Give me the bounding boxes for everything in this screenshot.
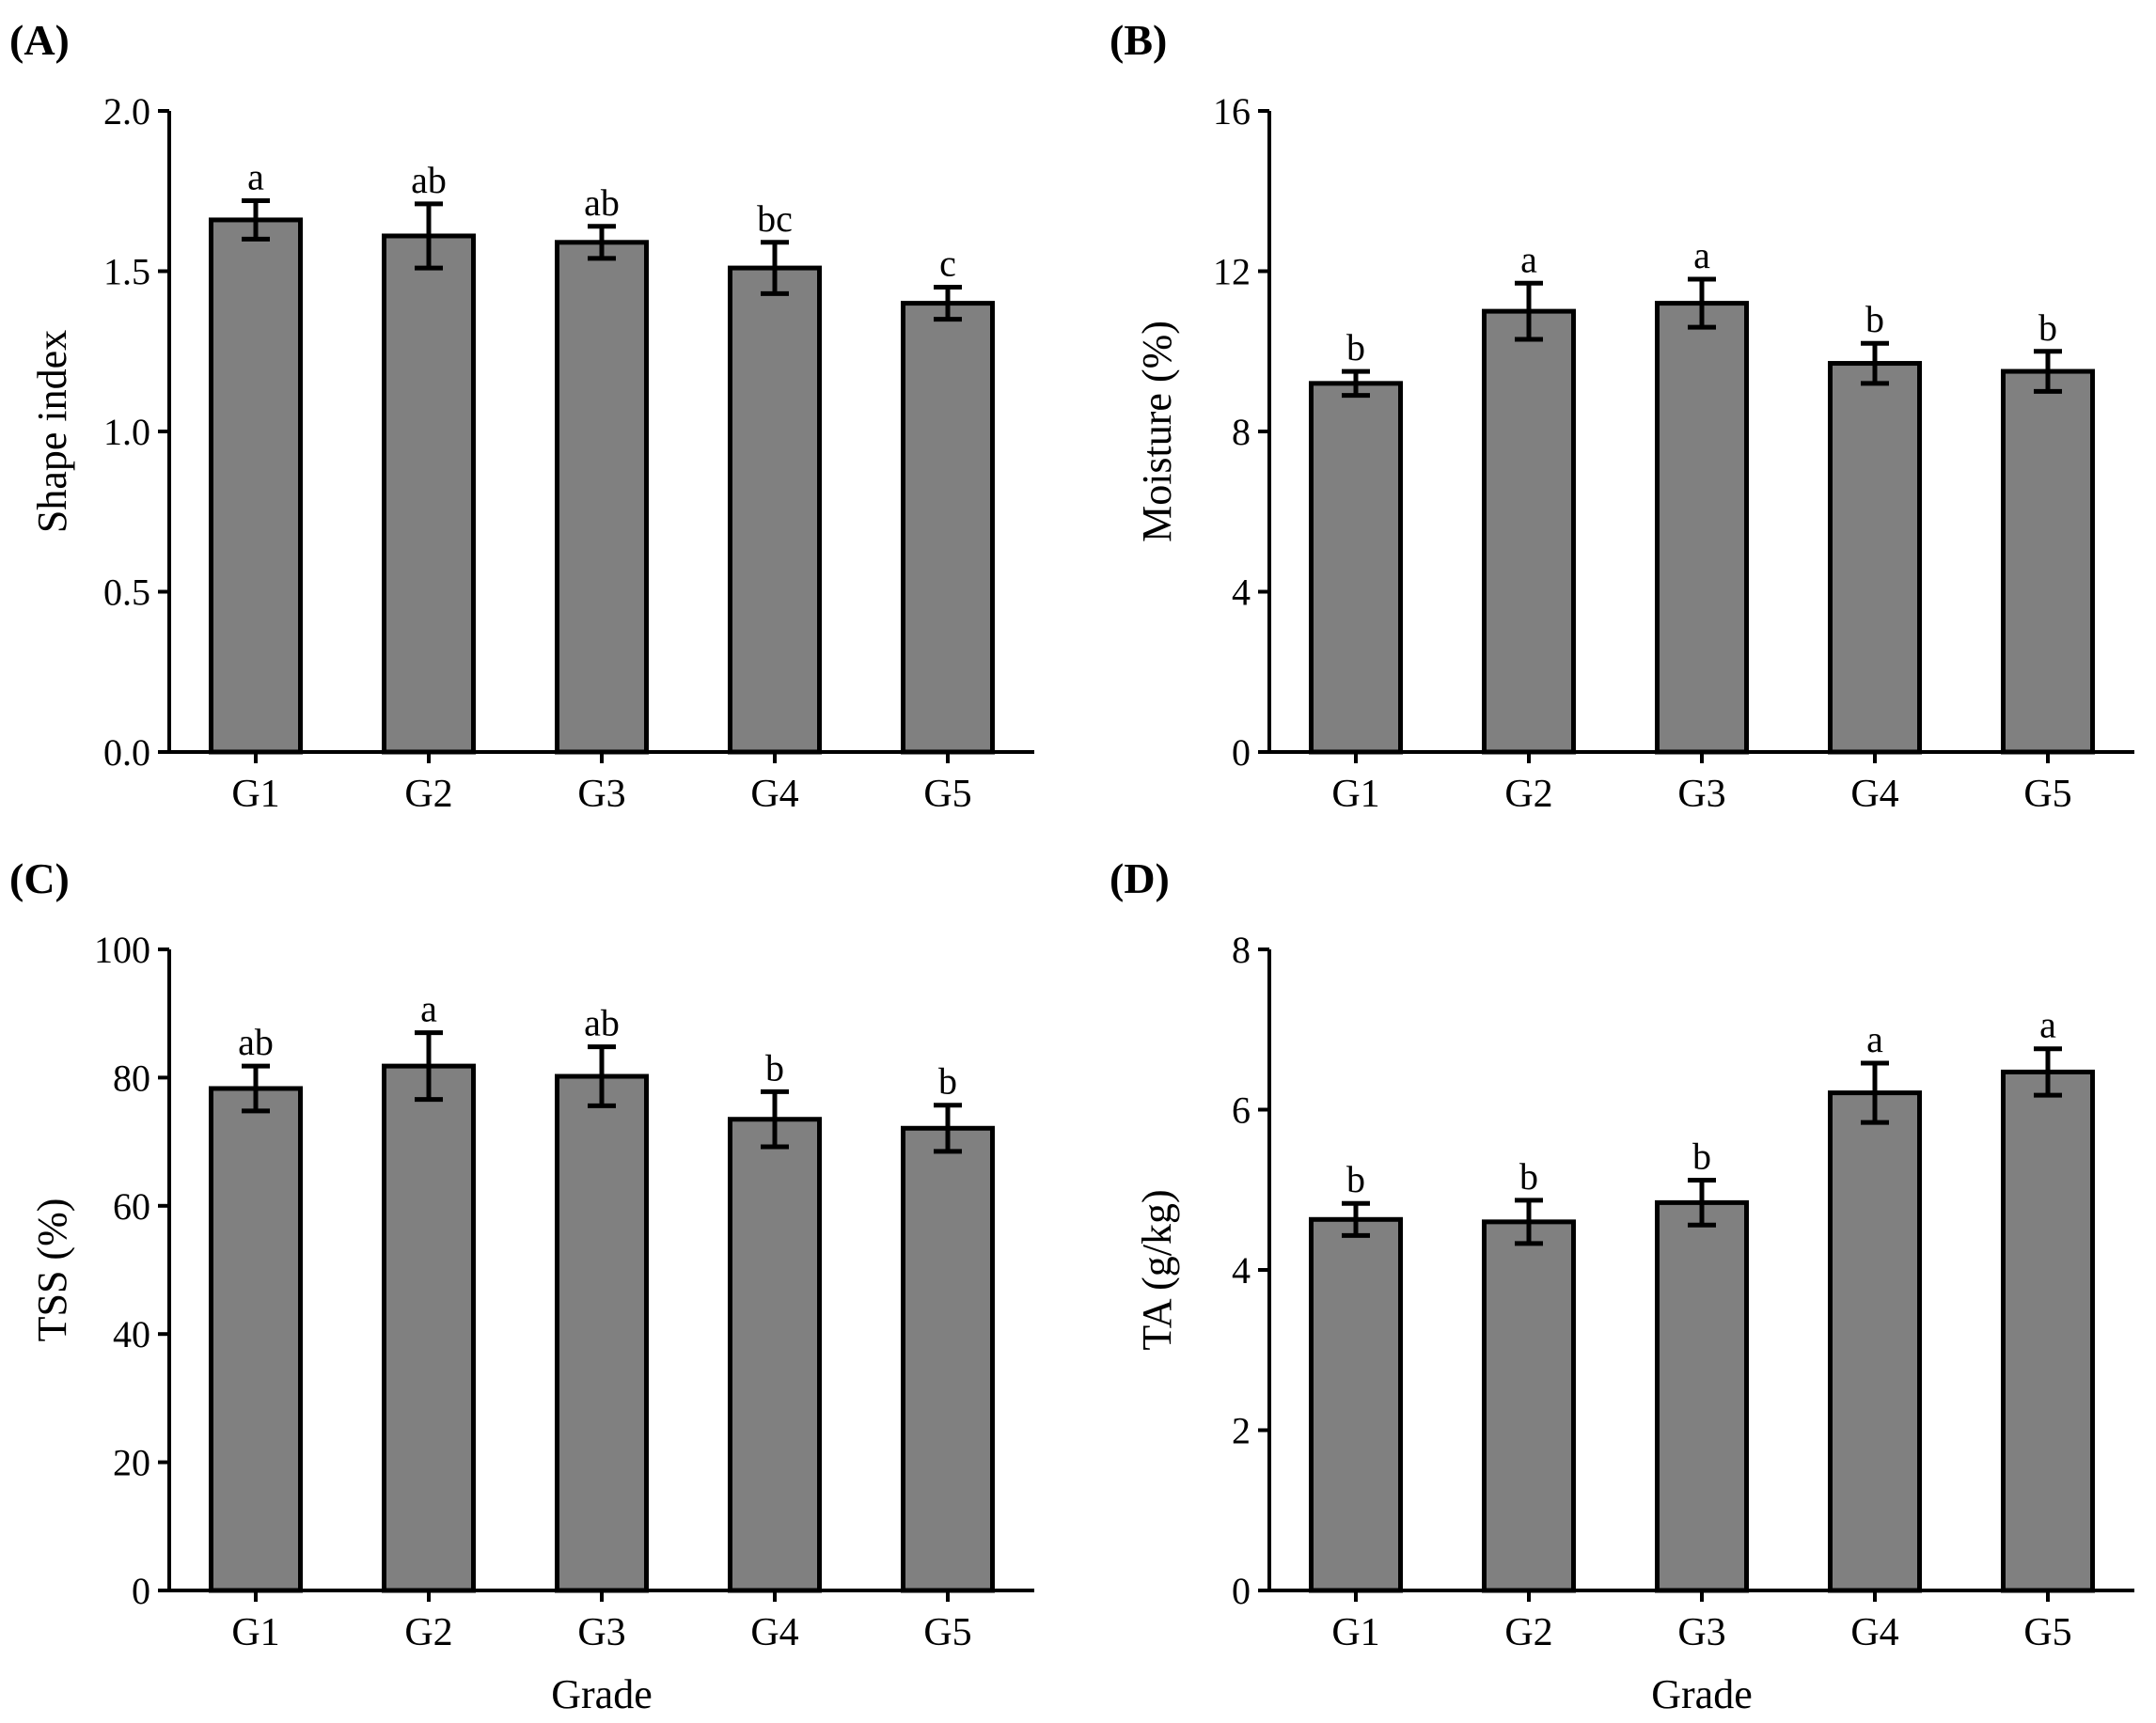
bar-g3: [1655, 1199, 1749, 1593]
bar-g4: [1828, 361, 1922, 755]
chart-panel-b: (B) b G1 a G2 a G3 b G4 b G5 0 4 8 12 16 Moisture (%): [1109, 16, 2134, 816]
y-tick-label: 1.0: [103, 411, 150, 453]
x-tick-label: G4: [1850, 1611, 1898, 1654]
x-tick-label: G1: [1331, 773, 1379, 816]
bar-g5: [901, 1125, 995, 1593]
significance-label: a: [247, 155, 264, 197]
y-tick-label: 4: [1232, 572, 1251, 614]
bar-g1: [209, 1086, 303, 1593]
significance-label: b: [2038, 306, 2057, 349]
y-tick-label: 0.5: [103, 572, 150, 614]
significance-label: ab: [238, 1021, 274, 1063]
y-tick-label: 8: [1232, 929, 1251, 971]
panel-label: (C): [9, 854, 70, 902]
x-axis-title: Grade: [1651, 1671, 1753, 1717]
y-tick-label: 0: [1232, 1570, 1251, 1612]
y-tick-label: 0: [1232, 731, 1251, 774]
bar-g3: [555, 240, 649, 755]
x-tick-label: G3: [577, 1611, 625, 1654]
y-tick-label: 60: [113, 1185, 150, 1228]
significance-label: b: [1692, 1136, 1711, 1178]
y-tick-label: 2.0: [103, 90, 150, 133]
significance-label: a: [1520, 238, 1537, 280]
significance-label: a: [1693, 234, 1710, 276]
bar-g1: [209, 217, 303, 755]
x-tick-label: G5: [923, 773, 971, 816]
x-tick-label: G2: [404, 773, 452, 816]
x-tick-label: G5: [923, 1611, 971, 1654]
bar-g5: [901, 301, 995, 755]
significance-label: b: [765, 1046, 784, 1089]
significance-label: ab: [411, 159, 447, 201]
significance-label: a: [420, 988, 437, 1030]
y-tick-label: 100: [94, 929, 150, 971]
y-tick-label: 16: [1213, 90, 1251, 133]
x-tick-label: G1: [1331, 1611, 1379, 1654]
bar-g1: [1309, 381, 1403, 755]
y-tick-label: 40: [113, 1313, 150, 1355]
significance-label: ab: [584, 181, 620, 224]
chart-panel-a: (A) a G1 ab G2 ab G3 bc G4 c G5 0.0 0.5 1.0 1.5 2.0 Shap…: [9, 16, 1034, 816]
x-tick-label: G1: [231, 773, 279, 816]
significance-label: a: [1866, 1018, 1883, 1060]
bar-g4: [1828, 1090, 1922, 1593]
significance-label: ab: [584, 1002, 620, 1044]
x-tick-label: G3: [577, 773, 625, 816]
y-tick-label: 1.5: [103, 251, 150, 293]
bar-g1: [1309, 1216, 1403, 1593]
significance-label: bc: [757, 197, 793, 240]
significance-label: b: [1865, 298, 1884, 340]
y-tick-label: 0: [132, 1570, 150, 1612]
significance-label: a: [2039, 1004, 2056, 1046]
panel-label: (D): [1109, 854, 1170, 902]
x-tick-label: G2: [404, 1611, 452, 1654]
x-axis-title: Grade: [551, 1671, 653, 1717]
y-tick-label: 2: [1232, 1410, 1251, 1452]
x-tick-label: G5: [2023, 1611, 2071, 1654]
y-tick-label: 8: [1232, 411, 1251, 453]
y-axis-title: TA (g/kg): [1134, 1189, 1180, 1350]
significance-label: c: [939, 243, 956, 285]
y-tick-label: 12: [1213, 251, 1251, 293]
x-tick-label: G2: [1504, 1611, 1552, 1654]
significance-label: b: [1519, 1155, 1538, 1198]
y-axis-title: Moisture (%): [1134, 321, 1180, 542]
x-tick-label: G4: [750, 773, 798, 816]
y-tick-label: 4: [1232, 1249, 1251, 1292]
significance-label: b: [1346, 326, 1365, 368]
chart-panel-c: (C) ab G1 a G2 ab G3 b G4 b G5 0 20 40 60 80 100 TSS (%) G…: [9, 854, 1034, 1717]
bar-g5: [2001, 368, 2095, 755]
bar-g5: [2001, 1069, 2095, 1593]
x-tick-label: G1: [231, 1611, 279, 1654]
bar-g3: [1655, 301, 1749, 755]
x-tick-label: G3: [1677, 1611, 1725, 1654]
significance-label: b: [938, 1060, 957, 1103]
bar-g2: [1482, 308, 1576, 755]
bar-g2: [382, 1063, 476, 1593]
bar-g4: [728, 265, 822, 755]
y-axis-title: Shape index: [29, 330, 75, 533]
y-axis-title: TSS (%): [29, 1198, 75, 1342]
y-tick-label: 20: [113, 1442, 150, 1484]
significance-label: b: [1346, 1158, 1365, 1200]
bar-g3: [555, 1073, 649, 1593]
x-tick-label: G3: [1677, 773, 1725, 816]
bar-g2: [1482, 1219, 1576, 1593]
bar-g2: [382, 233, 476, 755]
x-tick-label: G4: [750, 1611, 798, 1654]
chart-panel-d: (D) b G1 b G2 b G3 a G4 a G5 0 2 4 6 8 TA (g/kg) Grade: [1109, 854, 2134, 1717]
x-tick-label: G2: [1504, 773, 1552, 816]
y-tick-label: 80: [113, 1057, 150, 1099]
panel-label: (A): [9, 16, 70, 64]
bar-g4: [728, 1117, 822, 1593]
panel-label: (B): [1109, 16, 1167, 64]
y-tick-label: 6: [1232, 1089, 1251, 1132]
y-tick-label: 0.0: [103, 731, 150, 774]
x-tick-label: G5: [2023, 773, 2071, 816]
x-tick-label: G4: [1850, 773, 1898, 816]
